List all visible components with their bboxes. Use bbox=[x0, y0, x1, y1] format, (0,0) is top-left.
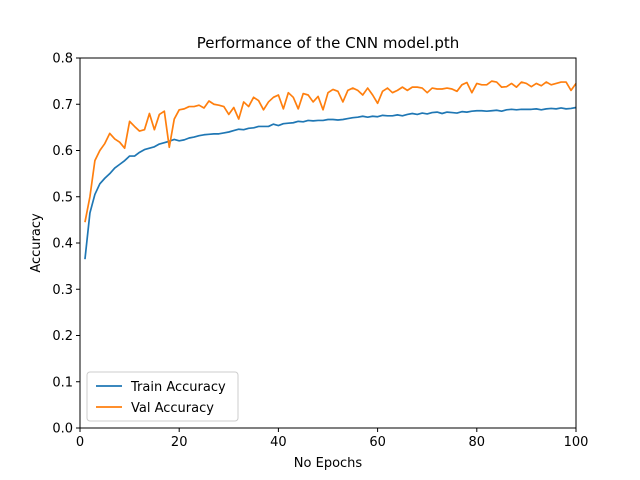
y-axis-label: Accuracy bbox=[29, 213, 44, 273]
y-tick-label: 0.6 bbox=[52, 144, 73, 159]
y-tick-label: 0.2 bbox=[52, 329, 73, 344]
y-tick-label: 0.5 bbox=[52, 190, 73, 205]
x-tick-label: 60 bbox=[369, 435, 386, 450]
y-tick-label: 0.0 bbox=[52, 422, 73, 437]
y-tick-label: 0.8 bbox=[52, 52, 73, 67]
y-axis: 0.0 0.1 0.2 0.3 0.4 0.5 0.6 0.7 0.8 bbox=[52, 52, 80, 437]
legend-box bbox=[86, 371, 239, 422]
x-tick-label: 80 bbox=[469, 435, 486, 450]
x-axis-label: No Epochs bbox=[294, 456, 363, 471]
x-tick-label: 40 bbox=[270, 435, 287, 450]
plot-lines bbox=[84, 80, 577, 260]
legend: Train Accuracy Val Accuracy bbox=[86, 371, 239, 422]
y-tick-label: 0.7 bbox=[52, 98, 73, 113]
legend-label-val-accuracy: Val Accuracy bbox=[131, 401, 214, 416]
x-tick-label: 0 bbox=[76, 435, 84, 450]
chart-title: Performance of the CNN model.pth bbox=[197, 34, 460, 52]
series-line-train-accuracy bbox=[84, 106, 577, 260]
y-tick-label: 0.3 bbox=[52, 283, 73, 298]
x-tick-label: 20 bbox=[171, 435, 188, 450]
series-line-val-accuracy bbox=[84, 80, 577, 223]
y-tick-label: 0.1 bbox=[52, 375, 73, 390]
legend-label-train-accuracy: Train Accuracy bbox=[130, 380, 226, 395]
x-axis: 0 20 40 60 80 100 bbox=[76, 428, 589, 450]
x-tick-label: 100 bbox=[564, 435, 589, 450]
y-tick-label: 0.4 bbox=[52, 237, 73, 252]
